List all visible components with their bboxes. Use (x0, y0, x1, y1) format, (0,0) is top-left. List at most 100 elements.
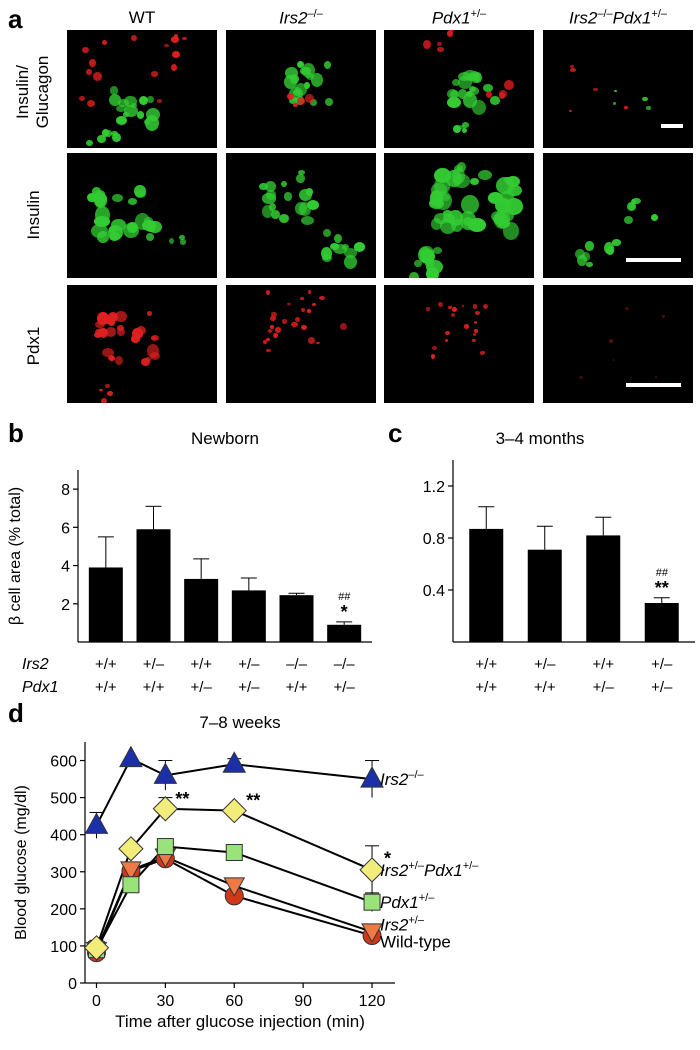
stain-blob (101, 40, 108, 46)
stain-blob (268, 202, 276, 212)
stain-blob (95, 197, 105, 207)
stain-blob (642, 96, 648, 102)
stain-blob (288, 96, 298, 105)
stain-blob (97, 327, 106, 336)
stain-blob (451, 167, 466, 184)
stain-blob (304, 93, 315, 103)
stain-blob (343, 248, 357, 259)
stain-blob (263, 339, 267, 344)
stain-blob (287, 302, 291, 306)
x-tick-label: 90 (294, 993, 312, 1010)
chart-d: 7–8 weeks 0 100 200 300 400 500 600 0 30 60 90 120 Bl… (13, 713, 479, 1031)
genotype-label: +/+ (475, 656, 497, 673)
marker-diamond (118, 836, 144, 862)
bar (279, 595, 314, 642)
marker-diamond (359, 857, 385, 883)
stain-blob (442, 210, 452, 217)
y-tick-label: 6 (61, 520, 70, 537)
stain-blob (294, 316, 300, 323)
stain-blob (611, 239, 622, 247)
genotype-label: +/– (534, 656, 556, 673)
genotype-label: +/+ (143, 679, 165, 695)
stain-blob (341, 243, 349, 251)
stain-blob (107, 390, 114, 396)
stain-blob (303, 82, 311, 90)
chart-b: Newborn 2 4 6 8 β cell area (% total) +/+ +/+ +/… (7, 429, 372, 695)
stain-blob (473, 304, 478, 309)
micrograph-r1-c2 (384, 153, 534, 278)
bar (469, 528, 504, 642)
genotype-label: +/+ (190, 656, 212, 673)
series-label: Irs2+/– (380, 914, 425, 934)
stain-blob (623, 215, 633, 225)
x-axis-label: Time after glucose injection (min) (115, 1012, 365, 1031)
stain-blob (344, 254, 358, 269)
stain-blob (82, 46, 90, 54)
series-label: Wild-type (380, 932, 451, 951)
stain-blob (131, 34, 137, 41)
significance-star: * (384, 849, 391, 869)
micrograph-r2-c1 (226, 285, 376, 403)
marker-triangle-up (222, 751, 247, 773)
stain-blob (79, 95, 86, 102)
genotype-label: +/+ (95, 656, 117, 673)
series-label: Irs2+/–Pdx1+/– (380, 860, 479, 880)
stain-blob (136, 111, 145, 120)
marker-diamond (83, 935, 110, 961)
series-label-sup: –/– (408, 769, 424, 781)
row-label-insulin-glucagon: Insulin/Glucagon (13, 55, 52, 129)
genotype-label: +/– (334, 679, 356, 695)
stain-blob (111, 131, 118, 137)
stain-blob (300, 297, 304, 301)
genotype-label: +/– (238, 679, 260, 695)
stain-blob (180, 238, 187, 245)
series-label-sup: +/– (408, 860, 424, 872)
stain-blob (273, 332, 279, 339)
stain-blob (144, 217, 153, 225)
stain-blob (131, 102, 138, 108)
marker-triangle-down (223, 877, 246, 897)
stain-blob (96, 134, 107, 144)
stain-blob (436, 41, 442, 47)
stain-blob (178, 235, 186, 241)
stain-blob (296, 97, 305, 106)
column-header-pdx1: Pdx1+/– (431, 8, 487, 28)
stain-blob (434, 213, 449, 225)
stain-blob (306, 199, 319, 210)
genotype-label: +/+ (592, 656, 614, 673)
series-label-name: Irs2 (380, 770, 409, 789)
bar (88, 567, 123, 642)
genotype-label: +/+ (475, 679, 497, 695)
stain-blob (624, 106, 629, 110)
stain-blob (662, 314, 665, 318)
stain-blob (632, 197, 641, 205)
stain-blob (612, 101, 616, 105)
stain-blob (115, 355, 123, 365)
stain-blob (444, 331, 450, 336)
stain-blob (97, 311, 109, 325)
micrograph-r1-c0 (67, 153, 217, 278)
stain-blob (110, 86, 119, 96)
stain-blob (458, 89, 468, 99)
stain-blob (321, 246, 333, 260)
stain-blob (259, 183, 268, 190)
y-tick-label: 4 (61, 559, 70, 576)
stain-blob (306, 309, 311, 314)
stain-blob (498, 92, 505, 100)
stain-blob (262, 205, 274, 219)
panel-a-letter: a (8, 4, 23, 34)
stain-blob (283, 192, 292, 201)
stain-blob (654, 375, 658, 379)
series-label-name: Pdx1 (380, 893, 419, 912)
stain-blob (463, 324, 469, 329)
stain-blob (325, 97, 334, 106)
marker-diamond (152, 796, 179, 822)
stain-blob (423, 39, 432, 49)
genotype-label: +/– (651, 679, 673, 695)
stain-blob (143, 118, 150, 125)
stain-blob (131, 335, 138, 342)
stain-blob (116, 116, 126, 124)
stain-blob (474, 310, 480, 316)
y-tick-label: 300 (50, 865, 77, 882)
significance-star: ** (246, 791, 260, 811)
